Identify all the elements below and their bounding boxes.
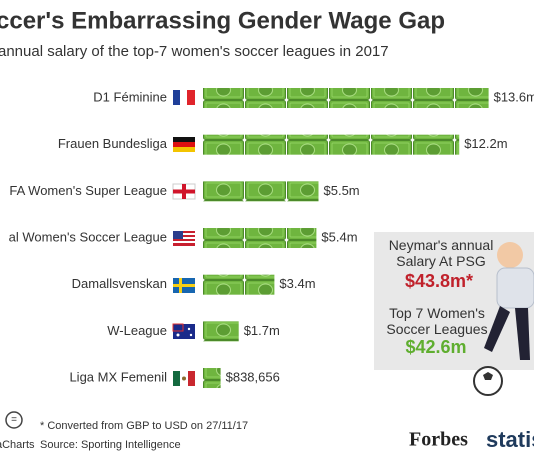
icon xyxy=(5,411,23,429)
bar xyxy=(203,181,319,202)
category-label: W-League xyxy=(107,323,167,338)
bar xyxy=(203,228,317,249)
bar xyxy=(203,368,221,389)
brand-forbes: Forbes xyxy=(409,429,468,451)
value-label: $5.4m xyxy=(321,229,357,244)
flags xyxy=(172,90,196,386)
value-label: $13.6m xyxy=(494,89,534,104)
category-label: Frauen Bundesliga xyxy=(58,136,168,151)
bar xyxy=(203,88,489,108)
value-label: $12.2m xyxy=(464,136,507,151)
source: Source: Sporting Intelligence xyxy=(40,439,181,451)
category-label: D1 Féminine xyxy=(93,89,167,104)
value-label: $838,656 xyxy=(226,369,280,384)
bar xyxy=(203,134,460,155)
subtitle: annual salary of the top-7 women's socce… xyxy=(0,43,389,60)
value-label: $1.7m xyxy=(244,323,280,338)
annotation-heading: Neymar's annual Salary At PSG xyxy=(389,237,494,269)
brand-statista: statis xyxy=(486,427,534,452)
category-label: al Women's Soccer League xyxy=(9,229,167,244)
icon-glyph: = xyxy=(11,415,17,426)
brand-left: aCharts xyxy=(0,439,35,451)
chart-title: ccer's Embarrassing Gender Wage Gap xyxy=(0,7,445,34)
player xyxy=(473,242,534,396)
compare-heading: Top 7 Women's Soccer Leagues xyxy=(386,305,487,337)
category-label: Damallsvenskan xyxy=(72,276,167,291)
neymar-salary: $43.8m* xyxy=(405,271,473,291)
note: * Converted from GBP to USD on 27/11/17 xyxy=(40,420,248,432)
bar xyxy=(203,274,275,295)
category-label: FA Women's Super League xyxy=(9,183,167,198)
bar xyxy=(203,321,239,342)
compare-salary: $42.6m xyxy=(405,337,466,357)
category-label: Liga MX Femenil xyxy=(69,369,167,384)
value-label: $5.5m xyxy=(324,183,360,198)
value-label: $3.4m xyxy=(279,276,315,291)
